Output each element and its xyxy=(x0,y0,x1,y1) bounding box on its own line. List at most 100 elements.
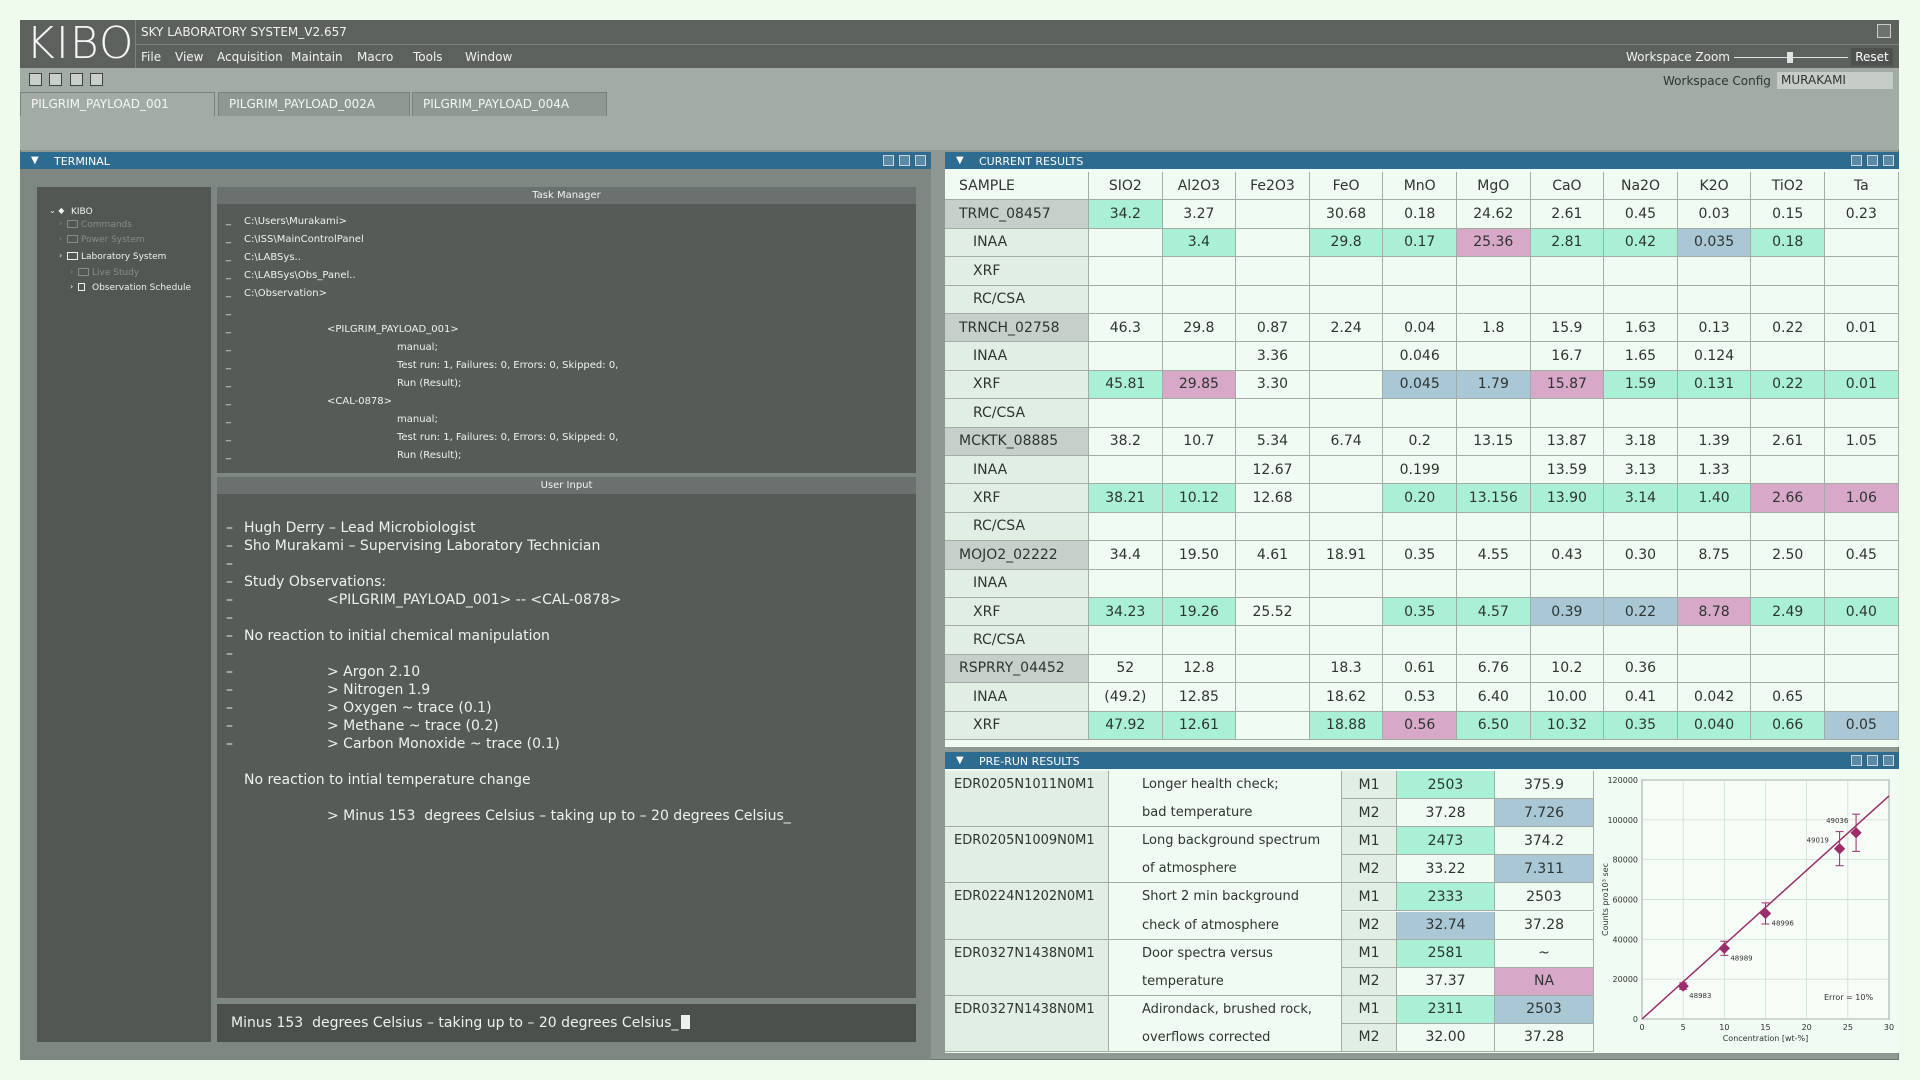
input-line: Sho Murakami – Supervising Laboratory Te… xyxy=(244,538,601,554)
reset-button[interactable]: Reset xyxy=(1851,48,1893,66)
menu-item[interactable]: Macro xyxy=(357,50,394,64)
toolbar-icon[interactable] xyxy=(70,73,83,86)
result-cell xyxy=(1457,285,1531,314)
panel-button[interactable] xyxy=(1883,755,1894,766)
line-marker: _ xyxy=(226,233,231,244)
result-cell xyxy=(1751,399,1825,428)
y-tick-label: 20000 xyxy=(1613,975,1638,984)
line-dash: – xyxy=(226,682,233,698)
toolbar xyxy=(20,68,1899,92)
line-marker: _ xyxy=(226,413,231,424)
result-cell: 13.90 xyxy=(1530,484,1605,513)
panel-button[interactable] xyxy=(1867,155,1878,166)
tree-item[interactable]: Power System xyxy=(81,235,145,245)
menu-item[interactable]: Maintain xyxy=(291,50,343,64)
result-cell: 0.87 xyxy=(1236,314,1310,343)
result-cell: 47.92 xyxy=(1089,711,1163,740)
result-cell xyxy=(1751,569,1825,598)
run-value: 2473 xyxy=(1397,827,1495,856)
result-cell xyxy=(1089,228,1163,258)
tree-item[interactable]: Laboratory System xyxy=(81,252,167,262)
panel-button[interactable] xyxy=(1883,155,1894,166)
x-tick-label: 20 xyxy=(1802,1023,1812,1032)
result-cell xyxy=(1751,626,1825,655)
tree-item[interactable]: Observation Schedule xyxy=(92,283,192,293)
config-field[interactable]: MURAKAMI xyxy=(1777,72,1893,89)
toolbar-icon[interactable] xyxy=(49,73,62,86)
row-label: RC/CSA xyxy=(945,626,1089,655)
result-cell: 0.42 xyxy=(1604,228,1678,258)
result-cell xyxy=(1162,569,1237,598)
line-dash: – xyxy=(226,610,233,626)
zoom-label: Workspace Zoom xyxy=(1626,50,1730,64)
result-cell: 3.27 xyxy=(1162,200,1237,229)
line-dash: – xyxy=(226,628,233,644)
toolbar-icon[interactable] xyxy=(29,73,42,86)
folder-icon xyxy=(78,268,89,276)
point-label: 49036 xyxy=(1826,817,1849,825)
run-value: 2311 xyxy=(1397,995,1495,1024)
tree-item[interactable]: Live Study xyxy=(92,268,140,278)
task-line: Test run: 1, Failures: 0, Errors: 0, Ski… xyxy=(397,432,619,443)
result-cell: 24.62 xyxy=(1457,200,1531,229)
run-description: Adirondack, brushed rock, xyxy=(1142,1001,1312,1017)
result-cell: 2.66 xyxy=(1751,484,1825,513)
input-line: Hugh Derry – Lead Microbiologist xyxy=(244,520,476,536)
result-cell: 0.04 xyxy=(1383,314,1457,343)
panel-button[interactable] xyxy=(899,155,910,166)
panel-button[interactable] xyxy=(1851,755,1862,766)
result-cell xyxy=(1236,711,1310,740)
zoom-thumb[interactable] xyxy=(1787,52,1793,63)
tab[interactable]: PILGRIM_PAYLOAD_004A xyxy=(412,92,607,116)
result-cell: 1.39 xyxy=(1677,427,1752,456)
tab[interactable]: PILGRIM_PAYLOAD_001 xyxy=(20,92,215,116)
result-cell: 12.67 xyxy=(1236,456,1310,485)
run-description: bad temperature xyxy=(1142,805,1253,821)
toolbar-icon[interactable] xyxy=(90,73,103,86)
line-marker: _ xyxy=(226,287,231,298)
result-cell: 34.4 xyxy=(1089,541,1163,570)
result-cell: 5.34 xyxy=(1236,427,1310,456)
collapse-arrow: ▼ xyxy=(31,155,39,166)
result-cell xyxy=(1677,285,1752,314)
run-value: 375.9 xyxy=(1495,771,1594,800)
tree-item[interactable]: Commands xyxy=(81,220,132,230)
input-line: <PILGRIM_PAYLOAD_001> -- <CAL-0878> xyxy=(327,592,622,608)
result-cell: 0.18 xyxy=(1751,228,1825,258)
result-cell: 0.66 xyxy=(1751,711,1825,740)
line-dash: – xyxy=(226,574,233,590)
command-text[interactable]: Minus 153 degrees Celsius – taking up to… xyxy=(231,1015,679,1031)
result-cell: 0.040 xyxy=(1677,711,1752,740)
menu-item[interactable]: Tools xyxy=(413,50,443,64)
line-dash: – xyxy=(226,664,233,680)
file-icon xyxy=(78,283,85,291)
result-cell: 19.26 xyxy=(1162,598,1237,627)
menu-item[interactable]: View xyxy=(175,50,204,64)
result-cell: 0.61 xyxy=(1383,654,1457,684)
task-line: C:\Users\Murakami> xyxy=(244,216,347,227)
result-cell: 3.14 xyxy=(1604,484,1678,513)
run-description: Longer health check; xyxy=(1142,777,1279,792)
panel-button[interactable] xyxy=(1851,155,1862,166)
menu-item[interactable]: File xyxy=(141,50,162,64)
run-channel: M1 xyxy=(1342,883,1397,912)
result-cell xyxy=(1089,456,1163,485)
row-label: XRF xyxy=(945,711,1089,740)
panel-header xyxy=(945,752,1899,769)
line-marker: _ xyxy=(226,377,231,388)
run-value: 37.37 xyxy=(1397,967,1495,996)
menu-item[interactable]: Acquisition xyxy=(217,50,283,64)
tab[interactable]: PILGRIM_PAYLOAD_002A xyxy=(218,92,410,116)
panel-button[interactable] xyxy=(883,155,894,166)
result-cell: 0.01 xyxy=(1825,314,1899,343)
tree-item[interactable]: KIBO xyxy=(71,207,93,217)
menu-item[interactable]: Window xyxy=(465,50,513,64)
result-cell: 0.53 xyxy=(1383,683,1457,712)
panel-button[interactable] xyxy=(1867,755,1878,766)
result-cell xyxy=(1530,399,1605,428)
panel-button[interactable] xyxy=(915,155,926,166)
result-cell xyxy=(1162,626,1237,655)
y-tick-label: 80000 xyxy=(1613,856,1638,865)
task-line: C:\LABSys\Obs_Panel.. xyxy=(244,270,356,281)
